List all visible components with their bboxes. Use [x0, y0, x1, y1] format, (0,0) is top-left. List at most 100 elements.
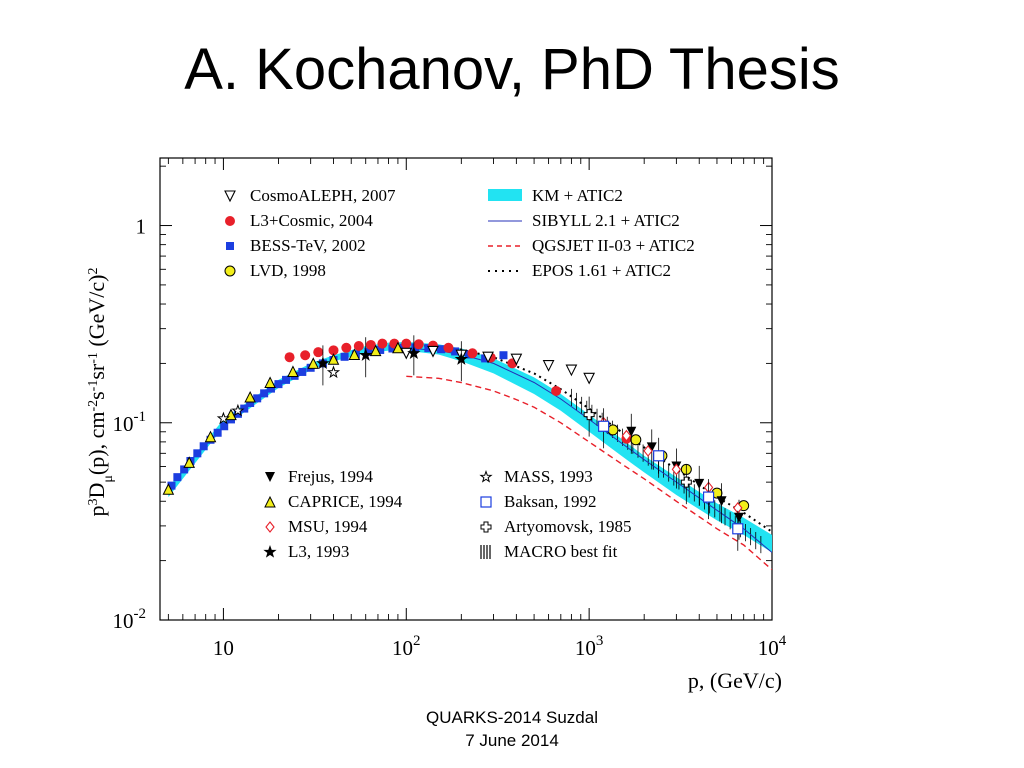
mass-1993-point: [216, 411, 230, 425]
x-tick-label: 10: [213, 636, 234, 660]
frejus-1994-point: [646, 442, 657, 453]
bess-tev-2002-point: [451, 347, 460, 356]
l3-cosmic-2004-point: [413, 339, 424, 350]
legend-marker: [265, 521, 275, 533]
bess-tev-2002-point: [253, 394, 262, 403]
l3-cosmic-2004-point: [300, 350, 311, 361]
msu-1994-point: [621, 429, 632, 442]
artyomovsk-1985-point: [680, 476, 692, 488]
legend-label: CAPRICE, 1994: [288, 492, 403, 511]
frejus-1994-point: [626, 426, 637, 437]
caprice-1994-point: [162, 483, 175, 495]
slide-footer: QUARKS-2014 Suzdal 7 June 2014: [300, 706, 724, 752]
legend-label: BESS-TeV, 2002: [250, 236, 366, 255]
bess-tev-2002-point: [499, 351, 508, 360]
msu-1994-point: [671, 463, 682, 476]
l3-cosmic-2004-point: [328, 345, 339, 356]
cosmoaleph-2007-point: [400, 347, 413, 360]
legend-marker: [265, 472, 275, 482]
bess-tev-2002-point: [364, 347, 373, 356]
bess-tev-2002-point: [266, 384, 275, 393]
l3-cosmic-2004-point: [401, 338, 412, 349]
bess-tev-2002-point: [298, 367, 307, 376]
legend-marker: [480, 496, 492, 508]
l3-1993-point: [316, 356, 330, 370]
legend-label: SIBYLL 2.1 + ATIC2: [532, 211, 680, 230]
l3-cosmic-2004-point: [467, 348, 478, 359]
y-tick-label: 10-2: [113, 606, 147, 633]
l3-1993-point: [407, 346, 421, 360]
l3-1993-point: [359, 348, 373, 361]
bess-tev-2002-point: [180, 465, 189, 474]
x-tick-label: 102: [392, 633, 421, 660]
cosmoaleph-2007-point: [482, 351, 494, 364]
y-tick-label: 10-1: [113, 409, 147, 436]
l3-1993-point: [454, 352, 469, 365]
plot-frame: [159, 157, 773, 621]
bess-tev-2002-point: [193, 449, 202, 458]
baksan-1992-point: [732, 523, 744, 535]
legend-label: MACRO best fit: [504, 542, 618, 561]
legend-marker: [480, 521, 492, 533]
caprice-1994-point: [307, 357, 320, 369]
bess-tev-2002-point: [437, 345, 446, 354]
cosmoaleph-2007-point: [565, 364, 578, 377]
mass-1993-point: [326, 365, 341, 379]
legend-marker: [225, 216, 235, 226]
l3-cosmic-2004-point: [551, 385, 562, 396]
l3-cosmic-2004-point: [353, 341, 364, 352]
frejus-1994-point: [694, 478, 705, 489]
legend-label: Frejus, 1994: [288, 467, 374, 486]
caprice-1994-point: [244, 390, 256, 403]
y-tick-label: 1: [136, 215, 147, 239]
bess-tev-2002-point: [260, 389, 269, 398]
caprice-1994-point: [369, 344, 382, 357]
caprice-1994-point: [327, 353, 340, 365]
legend-label: Baksan, 1992: [504, 492, 597, 511]
bess-tev-2002-point: [199, 442, 208, 451]
bess-tev-2002-point: [213, 428, 222, 437]
l3-cosmic-2004-point: [443, 342, 454, 353]
l3-cosmic-2004-point: [365, 339, 376, 350]
bess-tev-2002-point: [233, 409, 242, 418]
frejus-1994-point: [716, 496, 727, 507]
l3-cosmic-2004-point: [313, 347, 324, 358]
msu-1994-point: [643, 445, 653, 457]
legend-label: QGSJET II-03 + ATIC2: [532, 236, 695, 255]
footer-line-1: QUARKS-2014 Suzdal: [426, 708, 598, 727]
lvd-1998-point: [630, 434, 642, 446]
legend-label: LVD, 1998: [250, 261, 326, 280]
baksan-1992-point: [653, 450, 665, 462]
bess-tev-2002-point: [173, 473, 182, 482]
legend-label: Artyomovsk, 1985: [504, 517, 632, 536]
baksan-1992-point: [598, 420, 610, 432]
y-axis-label: p3Dμ(p), cm-2s-1sr-1 (GeV/c)2: [84, 268, 116, 517]
bess-tev-2002-point: [240, 404, 249, 413]
legend-label: MASS, 1993: [504, 467, 593, 486]
frejus-1994-point: [734, 512, 745, 523]
caprice-1994-point: [204, 430, 217, 443]
legend-marker: [226, 242, 234, 250]
x-axis-label: p, (GeV/c): [688, 668, 782, 693]
legend-label: CosmoALEPH, 2007: [250, 186, 396, 205]
bess-tev-2002-point: [246, 398, 255, 407]
cosmoaleph-2007-point: [542, 360, 555, 372]
legend-label: L3, 1993: [288, 542, 349, 561]
bess-tev-2002-point: [340, 352, 349, 361]
bess-tev-2002-point: [388, 344, 397, 353]
legend-marker: [224, 190, 236, 203]
mass-1993-point: [231, 403, 245, 417]
slide-title: A. Kochanov, PhD Thesis: [184, 37, 840, 102]
x-tick-label: 103: [575, 633, 604, 660]
cosmoaleph-2007-point: [510, 353, 523, 366]
cosmoaleph-2007-point: [427, 345, 439, 358]
footer-line-2: 7 June 2014: [465, 731, 559, 750]
caprice-1994-point: [287, 365, 299, 377]
l3-cosmic-2004-point: [377, 338, 388, 349]
caprice-1994-point: [348, 348, 361, 360]
legend-marker: [263, 544, 277, 558]
chart: 10 102 103 104 1 10-1 10-2 CosmoALEPH, 2007 L3+…: [84, 157, 787, 693]
legend-band-swatch: [488, 189, 522, 201]
legend-marker: [479, 469, 493, 483]
legend-marker: [480, 545, 491, 559]
